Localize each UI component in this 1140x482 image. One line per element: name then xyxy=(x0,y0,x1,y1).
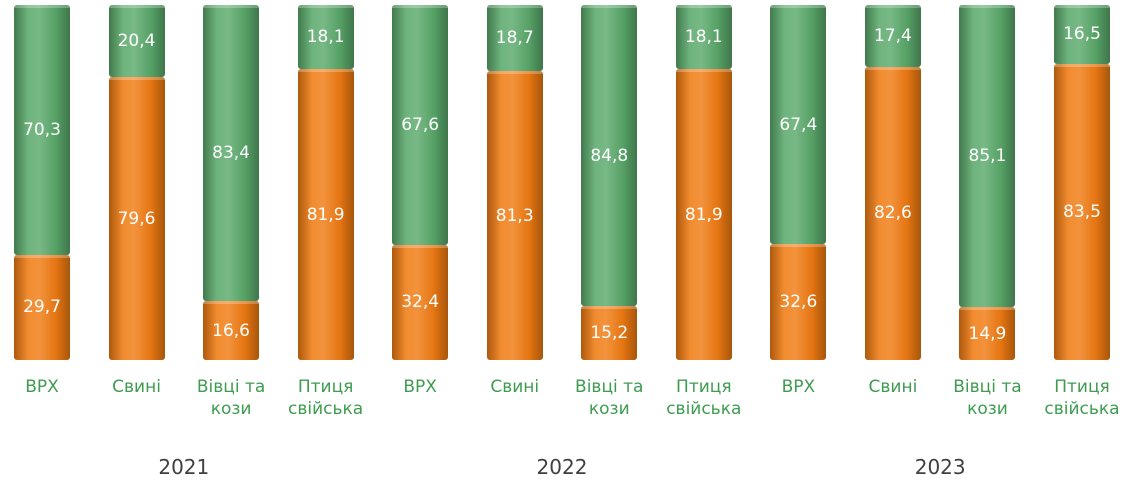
data-label: 81,9 xyxy=(306,204,345,225)
bar-segment xyxy=(297,69,354,360)
group-label: 2021 xyxy=(158,455,210,479)
data-label: 85,1 xyxy=(968,146,1007,167)
bar-segment xyxy=(203,301,260,360)
category-label: Птиця свійська xyxy=(288,377,364,419)
data-label: 79,6 xyxy=(117,208,156,229)
bar-segment xyxy=(675,69,732,360)
bar-segment xyxy=(108,77,165,360)
data-label: 70,3 xyxy=(23,119,61,140)
data-label: 84,8 xyxy=(590,145,629,166)
data-label: 18,7 xyxy=(495,28,534,49)
bar-segment xyxy=(959,5,1016,308)
bar-segment xyxy=(770,244,827,360)
bar-segment xyxy=(486,5,543,72)
bar-segment xyxy=(959,307,1016,360)
data-label: 14,9 xyxy=(968,323,1007,344)
category-label: Вівці та кози xyxy=(575,377,644,419)
data-label: 20,4 xyxy=(117,31,156,52)
bar-segment xyxy=(1054,5,1110,64)
category-label: Свині xyxy=(112,377,161,397)
bar-segment xyxy=(770,5,827,245)
group-label: 2022 xyxy=(536,455,588,479)
bar-segment xyxy=(14,254,70,360)
category-label: Птиця свійська xyxy=(666,377,742,419)
bar-segment xyxy=(297,5,354,70)
bar-segment xyxy=(108,5,165,78)
category-label: Свині xyxy=(490,377,540,397)
data-label: 81,9 xyxy=(684,204,723,225)
data-label: 32,4 xyxy=(401,292,440,313)
bar-segment xyxy=(581,5,638,307)
bar-segment xyxy=(392,244,449,360)
bar-segment xyxy=(1054,63,1110,360)
category-label: Вівці та кози xyxy=(196,377,266,419)
bar-segment xyxy=(486,71,543,360)
category-label: ВРХ xyxy=(403,377,437,397)
category-label: ВРХ xyxy=(781,377,816,397)
data-label: 67,6 xyxy=(401,114,440,135)
data-label: 32,6 xyxy=(779,292,818,313)
data-label: 67,4 xyxy=(779,114,818,135)
bar-segment xyxy=(864,5,921,67)
data-label: 16,6 xyxy=(212,320,251,341)
bar-segment xyxy=(675,5,732,70)
data-label: 18,1 xyxy=(306,27,345,48)
bar-segment xyxy=(14,5,70,255)
category-label: Свині xyxy=(868,377,918,397)
data-label: 17,4 xyxy=(873,25,912,46)
data-label: 16,5 xyxy=(1063,24,1101,45)
data-label: 18,1 xyxy=(684,27,723,48)
bar-segment xyxy=(392,5,449,245)
category-label: Вівці та кози xyxy=(953,377,1022,419)
category-label: ВРХ xyxy=(25,377,59,397)
data-label: 83,4 xyxy=(212,143,251,164)
data-label: 83,5 xyxy=(1063,201,1101,222)
data-label: 15,2 xyxy=(590,323,629,344)
bar-segment xyxy=(203,5,260,302)
group-label: 2023 xyxy=(914,455,966,479)
data-label: 82,6 xyxy=(873,203,912,224)
data-label: 81,3 xyxy=(495,205,534,226)
bar-segment xyxy=(581,306,638,360)
category-label: Птиця свійська xyxy=(1044,377,1120,419)
bar-segment xyxy=(864,66,921,360)
data-label: 29,7 xyxy=(23,297,61,318)
